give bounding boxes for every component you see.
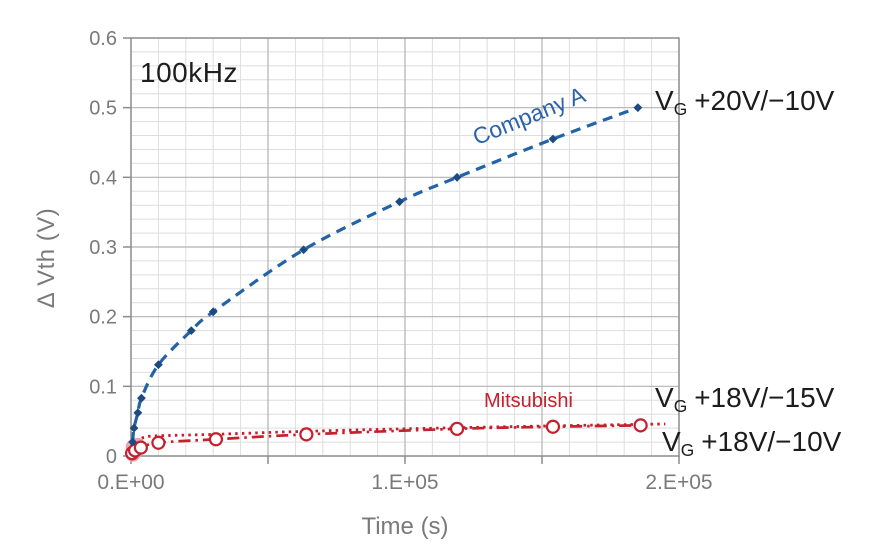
data-point-marker-company_a xyxy=(548,134,558,144)
data-point-marker-mitsubishi_dashdot xyxy=(151,435,166,450)
vg-symbol: V xyxy=(662,426,681,457)
data-point-marker-company_a xyxy=(208,307,218,317)
y-axis-title: Δ Vth (V) xyxy=(33,207,60,309)
data-point-marker-company_a xyxy=(133,408,143,418)
bias-value: +18V/−15V xyxy=(694,382,835,413)
data-point-marker-company_a xyxy=(633,103,643,113)
data-point-marker-mitsubishi_dashdot xyxy=(545,419,561,434)
data-point-marker-company_a xyxy=(128,437,138,447)
vg-symbol: V xyxy=(655,85,674,116)
data-point-marker-company_a xyxy=(299,245,309,255)
x-tick-label: 0.E+00 xyxy=(97,471,164,494)
x-axis-title: Time (s) xyxy=(361,513,449,540)
frequency-label: 100kHz xyxy=(140,57,238,88)
gate-bias-label-plus18-minus10: VG +18V/−10V xyxy=(662,426,842,460)
series-line-mitsubishi_dashdot xyxy=(131,423,641,455)
data-point-marker-mitsubishi_dashdot xyxy=(449,421,465,436)
y-tick-label: 0.2 xyxy=(89,307,117,329)
data-point-marker-mitsubishi_dashdot xyxy=(633,418,648,433)
data-point-marker-company_a xyxy=(452,172,462,182)
y-tick-label: 0.6 xyxy=(89,28,117,50)
y-tick-label: 0.4 xyxy=(89,167,117,189)
data-point-marker-company_a xyxy=(395,197,404,207)
gate-bias-label-plus20-minus10: VG +20V/−10V xyxy=(655,85,835,119)
data-point-marker-mitsubishi_dashdot xyxy=(208,432,224,447)
data-point-marker-company_a xyxy=(154,360,163,370)
data-point-marker-mitsubishi_dashdot xyxy=(133,440,148,455)
bias-value: +18V/−10V xyxy=(701,426,842,457)
vg-subscript: G xyxy=(673,395,688,416)
gate-bias-label-plus18-minus15: VG +18V/−15V xyxy=(655,382,835,416)
x-tick-label: 2.E+05 xyxy=(645,471,712,494)
data-point-marker-company_a xyxy=(129,423,139,433)
x-tick-label: 1.E+05 xyxy=(371,471,438,494)
y-tick-label: 0 xyxy=(106,446,117,468)
data-point-marker-mitsubishi_dashdot xyxy=(299,427,314,442)
data-point-marker-company_a xyxy=(137,393,146,403)
bias-value: +20V/−10V xyxy=(694,85,835,116)
mitsubishi-series-label: Mitsubishi xyxy=(484,390,573,412)
vg-symbol: V xyxy=(655,382,674,413)
y-tick-label: 0.3 xyxy=(89,237,117,259)
y-tick-label: 0.1 xyxy=(89,376,117,398)
data-point-marker-company_a xyxy=(186,326,196,335)
vg-subscript: G xyxy=(680,439,695,460)
y-tick-label: 0.5 xyxy=(89,98,117,120)
vg-subscript: G xyxy=(673,98,688,119)
